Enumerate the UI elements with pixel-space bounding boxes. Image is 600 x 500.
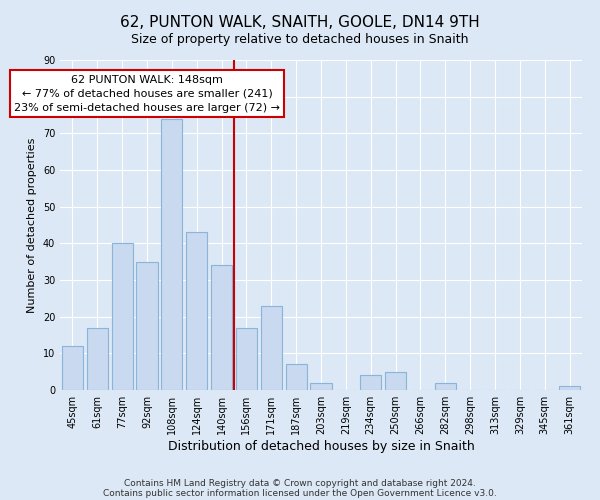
Bar — [62, 346, 83, 390]
Bar — [186, 232, 207, 390]
Y-axis label: Number of detached properties: Number of detached properties — [27, 138, 37, 312]
Bar — [310, 382, 332, 390]
Bar — [211, 266, 232, 390]
Bar — [261, 306, 282, 390]
Bar — [360, 376, 381, 390]
Bar — [559, 386, 580, 390]
Text: Size of property relative to detached houses in Snaith: Size of property relative to detached ho… — [131, 32, 469, 46]
Text: Contains public sector information licensed under the Open Government Licence v3: Contains public sector information licen… — [103, 488, 497, 498]
Bar — [435, 382, 456, 390]
Bar — [286, 364, 307, 390]
Text: 62 PUNTON WALK: 148sqm
← 77% of detached houses are smaller (241)
23% of semi-de: 62 PUNTON WALK: 148sqm ← 77% of detached… — [14, 74, 280, 112]
Bar — [136, 262, 158, 390]
Text: Contains HM Land Registry data © Crown copyright and database right 2024.: Contains HM Land Registry data © Crown c… — [124, 478, 476, 488]
X-axis label: Distribution of detached houses by size in Snaith: Distribution of detached houses by size … — [167, 440, 475, 453]
Bar — [385, 372, 406, 390]
Bar — [112, 244, 133, 390]
Bar — [87, 328, 108, 390]
Bar — [161, 118, 182, 390]
Text: 62, PUNTON WALK, SNAITH, GOOLE, DN14 9TH: 62, PUNTON WALK, SNAITH, GOOLE, DN14 9TH — [120, 15, 480, 30]
Bar — [236, 328, 257, 390]
